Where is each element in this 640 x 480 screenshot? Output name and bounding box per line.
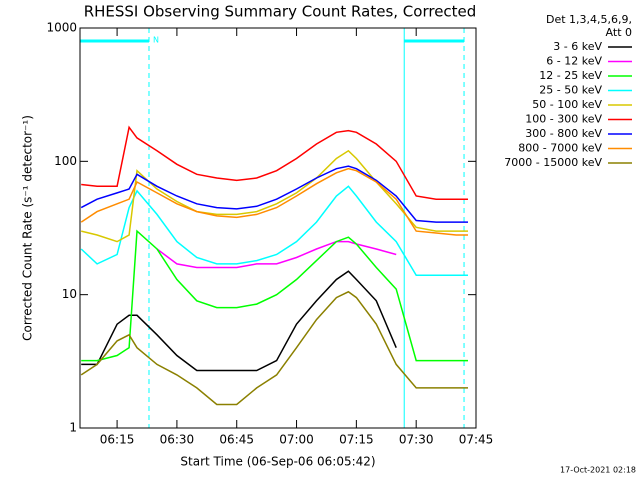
legend-label: 6 - 12 keV: [546, 55, 602, 68]
legend-label: 3 - 6 keV: [553, 40, 602, 53]
chart-title: RHESSI Observing Summary Count Rates, Co…: [84, 3, 477, 21]
legend-label: 25 - 50 keV: [539, 84, 602, 97]
x-axis-label: Start Time (06-Sep-06 06:05:42): [180, 455, 375, 469]
plot-frame: [79, 27, 477, 429]
y-axis-label: Corrected Count Rate (s⁻¹ detector⁻¹): [21, 115, 35, 341]
legend-title: Att 0: [606, 26, 632, 39]
series-line: [80, 165, 468, 223]
x-tick-label: 07:45: [459, 433, 494, 447]
legend-label: 12 - 25 keV: [539, 69, 602, 82]
legend-label: 50 - 100 keV: [532, 98, 602, 111]
footer: 17-Oct-2021 02:18: [560, 466, 636, 475]
x-tick-label: 07:15: [339, 433, 374, 447]
x-tick-label: 07:00: [279, 433, 314, 447]
series-line: [80, 167, 468, 236]
series-line: [81, 125, 468, 200]
series-line: [80, 290, 468, 406]
y-tick-label: 10: [62, 287, 77, 301]
legend-title: Det 1,3,4,5,6,9,: [546, 13, 632, 26]
x-tick-label: 06:45: [219, 433, 254, 447]
series-line: [81, 149, 468, 243]
series-line: [81, 229, 468, 362]
legend-label: 100 - 300 keV: [525, 113, 602, 126]
series-line: [81, 270, 397, 372]
legend-label: 800 - 7000 keV: [518, 142, 602, 155]
legend-label: 300 - 800 keV: [525, 127, 602, 140]
x-tick-label: 07:30: [399, 433, 434, 447]
night-label: N: [153, 36, 159, 45]
x-tick-label: 06:15: [100, 433, 135, 447]
y-tick-label: 100: [54, 154, 77, 168]
legend-label: 7000 - 15000 keV: [504, 156, 602, 169]
y-tick-label: 1000: [46, 21, 77, 35]
y-tick-label: 1: [69, 421, 77, 435]
x-tick-label: 06:30: [160, 433, 195, 447]
